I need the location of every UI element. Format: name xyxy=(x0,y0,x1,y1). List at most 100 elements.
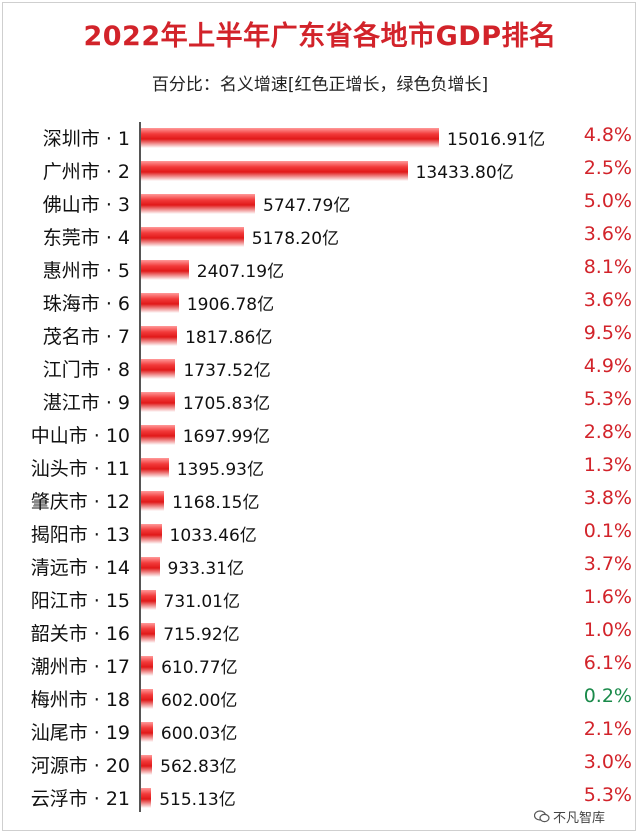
watermark-text: 不凡智库 xyxy=(553,811,606,826)
bar xyxy=(141,359,176,379)
growth-label: 5.0% xyxy=(583,190,632,212)
bar xyxy=(141,689,153,709)
bar xyxy=(141,557,160,577)
bar xyxy=(141,128,439,148)
chart-row: 阳江市 · 15 731.01亿 1.6% xyxy=(0,584,640,617)
category-label: 佛山市 · 3 xyxy=(42,194,130,216)
chart-row: 肇庆市 · 12 1168.15亿 3.8% xyxy=(0,485,640,518)
y-axis-line xyxy=(139,122,141,812)
growth-label: 5.3% xyxy=(583,784,632,806)
category-label: 深圳市 · 1 xyxy=(42,128,130,150)
growth-label: 4.9% xyxy=(583,355,632,377)
value-label: 1906.78亿 xyxy=(186,295,275,315)
value-label: 1737.52亿 xyxy=(183,361,271,381)
bar xyxy=(141,788,152,808)
category-label: 河源市 · 20 xyxy=(30,755,130,777)
category-label: 茂名市 · 7 xyxy=(42,326,130,348)
growth-label: 0.2% xyxy=(583,685,632,707)
value-label: 610.77亿 xyxy=(161,658,238,678)
chart-row: 潮州市 · 17 610.77亿 6.1% xyxy=(0,650,640,683)
growth-label: 9.5% xyxy=(583,322,632,344)
category-label: 惠州市 · 5 xyxy=(42,260,130,282)
chart-row: 东莞市 · 4 5178.20亿 3.6% xyxy=(0,221,640,254)
growth-label: 2.8% xyxy=(583,421,632,443)
value-label: 2407.19亿 xyxy=(196,262,285,282)
category-label: 江门市 · 8 xyxy=(42,359,130,381)
chart-row: 云浮市 · 21 515.13亿 5.3% xyxy=(0,782,640,815)
bar xyxy=(141,161,408,181)
category-label: 广州市 · 2 xyxy=(42,161,130,183)
growth-label: 1.0% xyxy=(583,619,632,641)
growth-label: 2.5% xyxy=(583,157,632,179)
growth-label: 3.6% xyxy=(583,223,632,245)
chart-row: 茂名市 · 7 1817.86亿 9.5% xyxy=(0,320,640,353)
growth-label: 4.8% xyxy=(583,124,632,146)
growth-label: 1.3% xyxy=(583,454,632,476)
chart-row: 江门市 · 8 1737.52亿 4.9% xyxy=(0,353,640,386)
bar xyxy=(141,524,162,544)
category-label: 阳江市 · 15 xyxy=(30,590,130,612)
chart-row: 珠海市 · 6 1906.78亿 3.6% xyxy=(0,287,640,320)
value-label: 731.01亿 xyxy=(163,592,240,612)
value-label: 13433.80亿 xyxy=(415,163,514,183)
value-label: 1395.93亿 xyxy=(176,460,264,480)
value-label: 5178.20亿 xyxy=(251,229,340,249)
chart-row: 清远市 · 14 933.31亿 3.7% xyxy=(0,551,640,584)
chart-title: 2022年上半年广东省各地市GDP排名 xyxy=(83,21,557,52)
category-label: 肇庆市 · 12 xyxy=(30,491,130,513)
bar xyxy=(141,590,156,610)
value-label: 562.83亿 xyxy=(160,757,237,777)
growth-label: 3.7% xyxy=(583,553,632,575)
bar xyxy=(141,227,244,247)
growth-label: 2.1% xyxy=(583,718,632,740)
chart-row: 揭阳市 · 13 1033.46亿 0.1% xyxy=(0,518,640,551)
chart-row: 广州市 · 2 13433.80亿 2.5% xyxy=(0,155,640,188)
growth-label: 8.1% xyxy=(583,256,632,278)
growth-label: 3.0% xyxy=(583,751,632,773)
chart-row: 佛山市 · 3 5747.79亿 5.0% xyxy=(0,188,640,221)
bar xyxy=(141,491,165,511)
bar xyxy=(141,656,154,676)
value-label: 1168.15亿 xyxy=(172,493,260,513)
value-label: 1817.86亿 xyxy=(185,328,273,348)
value-label: 5747.79亿 xyxy=(263,196,351,216)
growth-label: 6.1% xyxy=(583,652,632,674)
category-label: 云浮市 · 21 xyxy=(30,788,130,810)
category-label: 珠海市 · 6 xyxy=(42,293,130,315)
category-label: 清远市 · 14 xyxy=(30,557,130,579)
growth-label: 1.6% xyxy=(583,586,632,608)
value-label: 600.03亿 xyxy=(160,724,238,744)
chart-subtitle: 百分比：名义增速[红色正增长，绿色负增长] xyxy=(151,75,489,95)
category-label: 揭阳市 · 13 xyxy=(30,524,130,546)
value-label: 715.92亿 xyxy=(163,625,240,645)
chart-row: 深圳市 · 1 15016.91亿 4.8% xyxy=(0,122,640,155)
bar xyxy=(141,425,175,445)
watermark: 不凡智库 xyxy=(530,807,610,826)
category-label: 韶关市 · 16 xyxy=(30,623,130,645)
category-label: 潮州市 · 17 xyxy=(30,656,130,678)
bar xyxy=(141,260,189,280)
bar xyxy=(141,392,175,412)
category-label: 汕头市 · 11 xyxy=(30,458,130,480)
bar xyxy=(141,293,179,313)
chart-row: 韶关市 · 16 715.92亿 1.0% xyxy=(0,617,640,650)
category-label: 中山市 · 10 xyxy=(30,425,130,447)
growth-label: 0.1% xyxy=(583,520,632,542)
category-label: 湛江市 · 9 xyxy=(42,392,130,414)
chart-row: 中山市 · 10 1697.99亿 2.8% xyxy=(0,419,640,452)
chart-row: 汕头市 · 11 1395.93亿 1.3% xyxy=(0,452,640,485)
category-label: 东莞市 · 4 xyxy=(42,227,130,249)
value-label: 1033.46亿 xyxy=(169,526,257,546)
value-label: 1697.99亿 xyxy=(182,427,270,447)
bar xyxy=(141,722,153,742)
wechat-icon xyxy=(534,810,550,823)
category-label: 梅州市 · 18 xyxy=(30,689,130,711)
value-label: 15016.91亿 xyxy=(447,130,546,150)
bar xyxy=(141,326,178,346)
bar xyxy=(141,755,153,775)
chart-row: 汕尾市 · 19 600.03亿 2.1% xyxy=(0,716,640,749)
value-label: 933.31亿 xyxy=(167,559,244,579)
chart-row: 河源市 · 20 562.83亿 3.0% xyxy=(0,749,640,782)
bar xyxy=(141,623,156,643)
